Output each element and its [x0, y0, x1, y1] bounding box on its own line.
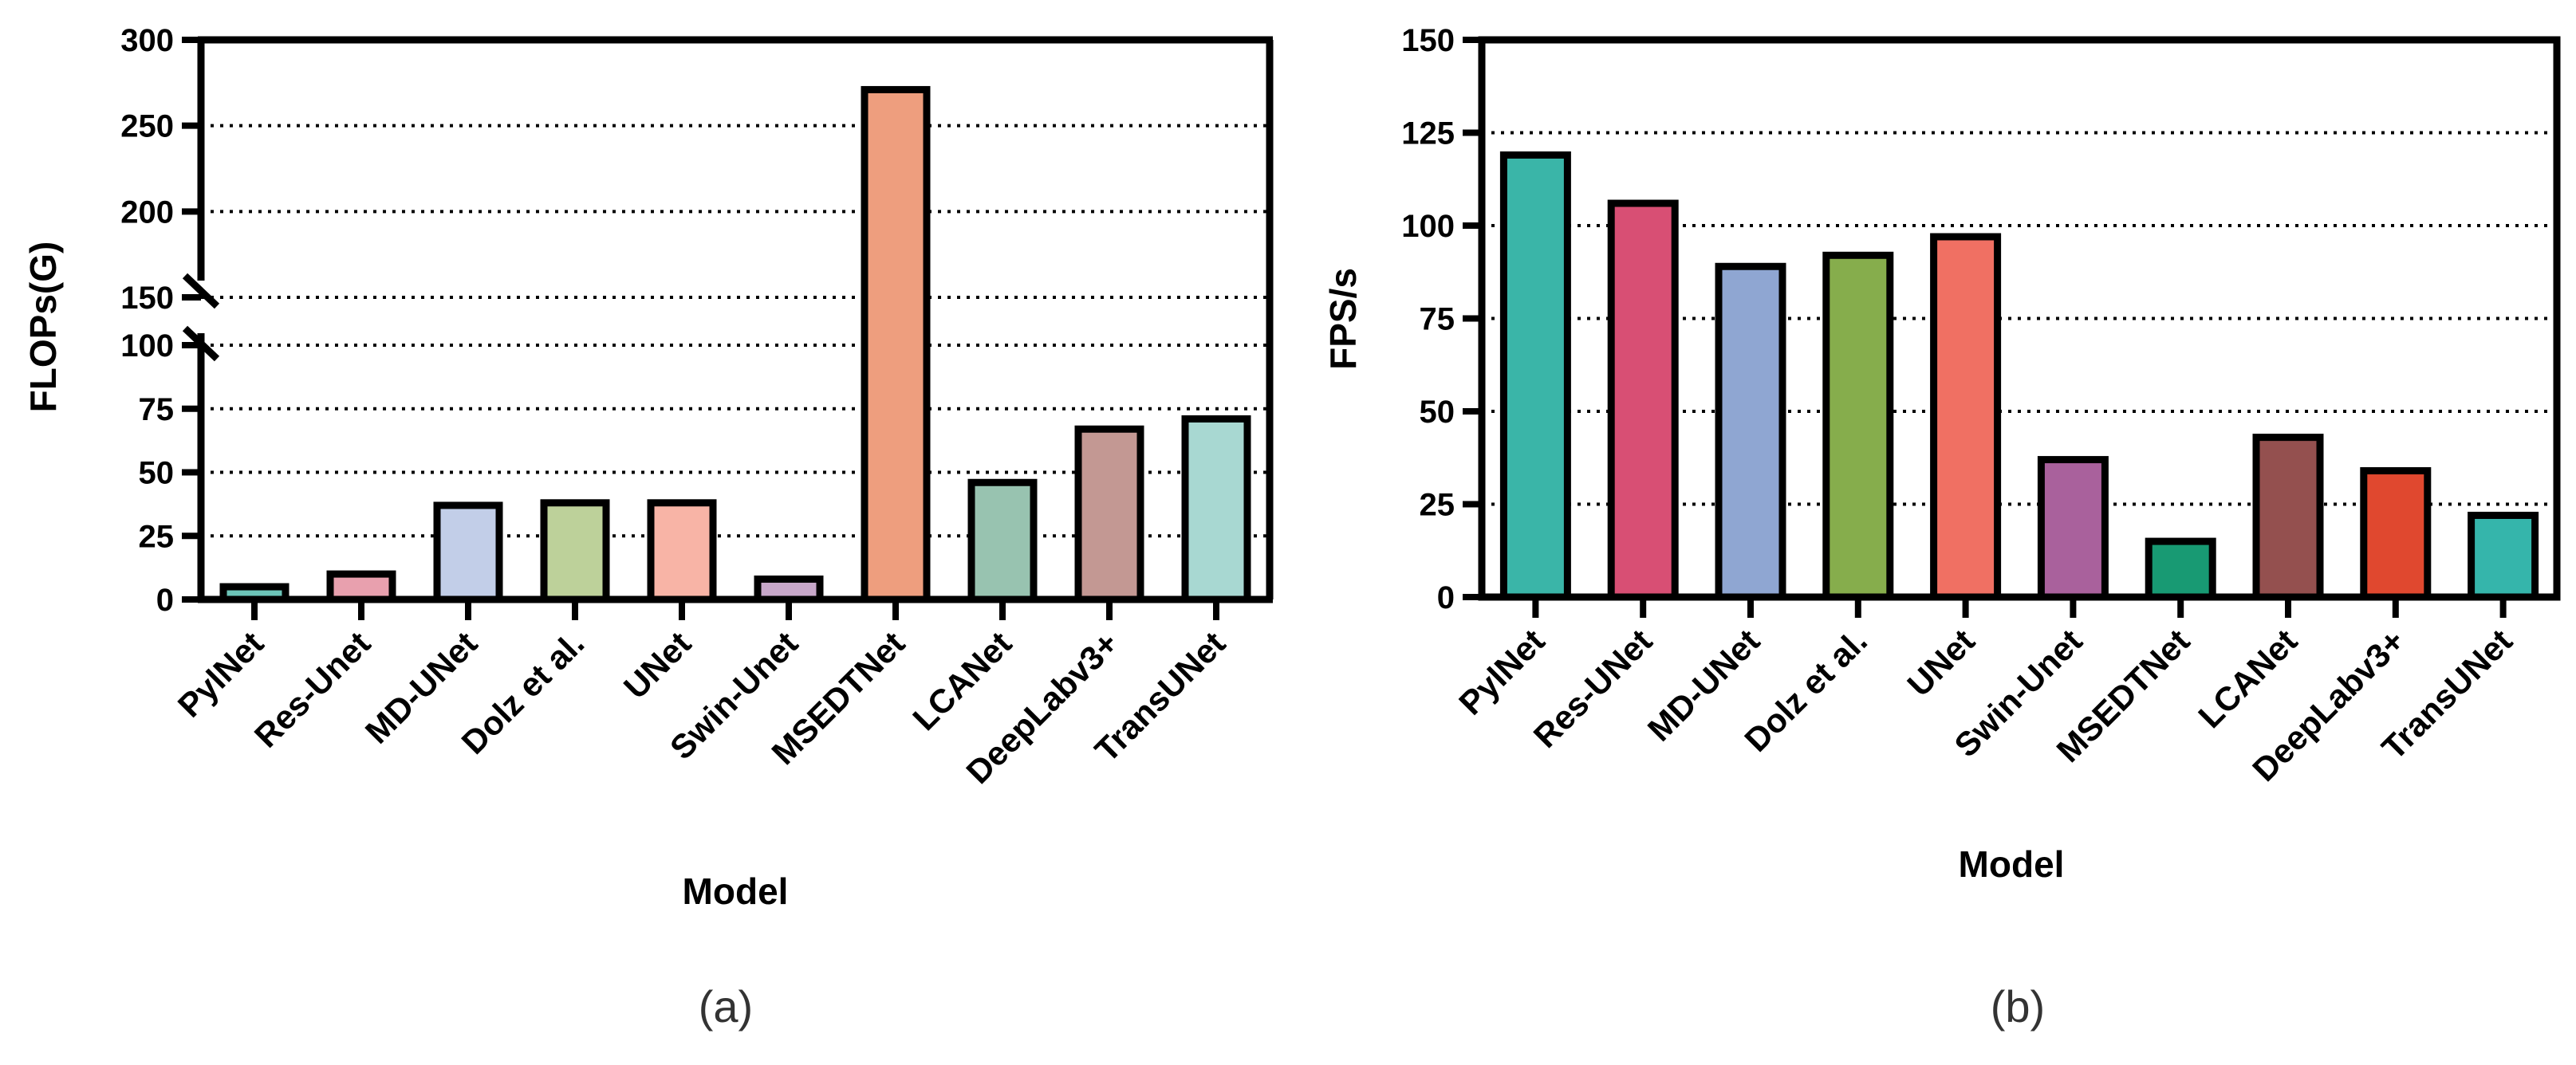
x-tick-label: LCANet [2191, 622, 2304, 735]
bar [1499, 151, 1571, 601]
x-tick-label: UNet [1900, 622, 1982, 704]
axis-break-mark [182, 273, 220, 309]
bar [1074, 425, 1144, 603]
bar [326, 570, 396, 603]
y-tick-label: 75 [1420, 302, 1455, 337]
bar [433, 501, 503, 603]
x-axis-title: Model [683, 870, 789, 912]
bar [1715, 262, 1786, 601]
y-tick-label: 25 [139, 519, 175, 554]
y-axis-title: FPS/s [1322, 268, 1364, 370]
y-tick-label: 50 [139, 456, 175, 491]
chart-flops: 0255075100150200250300PylNetRes-UnetMD-U… [22, 23, 1274, 1032]
bar [1181, 415, 1251, 603]
y-tick-label: 25 [1420, 488, 1455, 523]
panel-label: (b) [1991, 981, 2045, 1032]
y-tick-label: 200 [120, 195, 174, 230]
x-tick-label: Res-UNet [1526, 622, 1660, 755]
y-tick-label: 125 [1401, 116, 1455, 151]
x-tick-label: UNet [616, 624, 699, 706]
panel-label: (a) [699, 981, 753, 1032]
bar [1607, 199, 1679, 601]
y-tick-label: 100 [120, 328, 174, 364]
y-tick-label: 150 [120, 281, 174, 316]
x-tick-label: PylNet [171, 624, 271, 725]
bar [647, 499, 717, 603]
y-tick-label: 150 [1401, 23, 1455, 58]
bar [540, 499, 610, 603]
bar [967, 478, 1038, 603]
bar [1930, 233, 2002, 601]
x-tick-label: PylNet [1451, 622, 1552, 722]
y-tick-label: 75 [139, 392, 175, 427]
y-tick-label: 0 [156, 583, 174, 618]
y-tick-label: 100 [1401, 209, 1455, 244]
x-axis-title: Model [1959, 843, 2065, 885]
bar [861, 85, 931, 603]
y-tick-label: 250 [120, 109, 174, 144]
y-tick-label: 300 [120, 23, 174, 58]
bar [1822, 251, 1894, 601]
chart-fps: 0255075100125150PylNetRes-UNetMD-UNetDol… [1322, 23, 2561, 1032]
y-axis-title: FLOPs(G) [22, 242, 64, 413]
y-tick-label: 50 [1420, 395, 1455, 430]
bar [2252, 434, 2324, 601]
y-tick-label: 0 [1437, 580, 1455, 615]
x-tick-label: Res-Unet [247, 624, 378, 755]
bar [2145, 537, 2216, 601]
bar [2037, 456, 2109, 601]
bar [2360, 467, 2432, 601]
bar [2468, 511, 2539, 601]
